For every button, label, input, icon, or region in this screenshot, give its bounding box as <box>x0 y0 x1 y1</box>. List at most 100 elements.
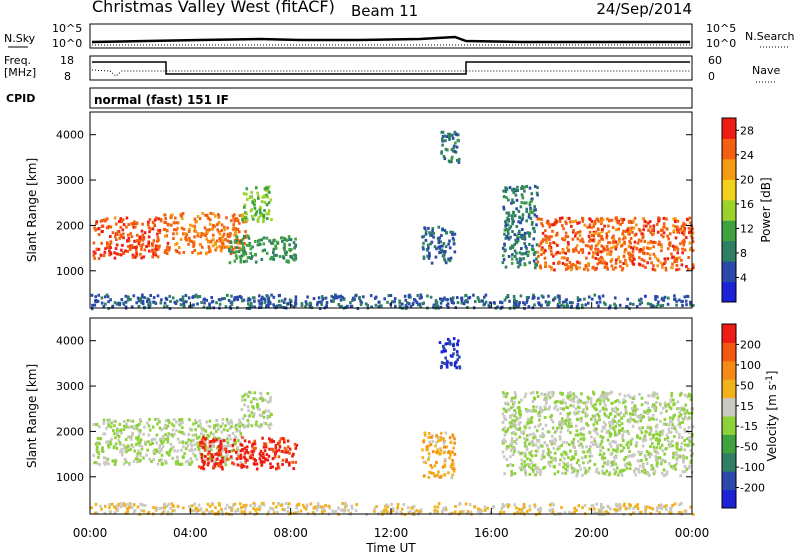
echo-cell <box>448 246 452 250</box>
echo-cell <box>573 394 576 398</box>
echo-cell <box>671 423 674 427</box>
echo-cell <box>523 424 527 428</box>
echo-cell <box>234 240 237 244</box>
echo-cell <box>422 257 426 260</box>
echo-cell <box>553 437 557 441</box>
echo-cell <box>683 439 686 442</box>
echo-cell <box>673 248 676 252</box>
echo-cell <box>132 225 135 229</box>
echo-cell <box>610 420 614 424</box>
y-tick-label: 1000 <box>56 265 84 278</box>
echo-cell <box>122 428 126 431</box>
echo-cell <box>151 227 155 231</box>
echo-cell <box>678 455 682 459</box>
echo-cell <box>649 225 652 229</box>
echo-cell <box>562 407 565 411</box>
echo-cell <box>259 305 263 309</box>
echo-cell <box>549 460 553 464</box>
echo-cell <box>569 391 572 395</box>
echo-cell <box>213 436 216 440</box>
echo-cell <box>667 427 671 431</box>
echo-cell <box>131 431 134 435</box>
echo-cell <box>122 223 126 227</box>
echo-cell <box>652 403 655 407</box>
echo-cell <box>119 450 122 454</box>
echo-cell <box>435 441 438 445</box>
echo-cell <box>445 231 448 235</box>
echo-cell <box>229 455 233 459</box>
echo-cell <box>609 391 612 395</box>
echo-cell <box>681 231 684 235</box>
echo-cell <box>172 418 176 421</box>
echo-cell <box>544 229 547 233</box>
echo-cell <box>664 268 668 272</box>
echo-cell <box>687 426 691 429</box>
echo-cell <box>549 246 553 249</box>
echo-cell <box>626 440 630 444</box>
echo-cell <box>539 304 543 308</box>
echo-cell <box>421 456 425 460</box>
echo-cell <box>581 217 585 221</box>
echo-cell <box>558 297 561 301</box>
echo-cell <box>452 238 456 242</box>
echo-cell <box>530 199 533 203</box>
echo-cell <box>540 222 543 225</box>
echo-cell <box>435 509 439 513</box>
echo-cell <box>283 238 287 242</box>
echo-cell <box>586 423 590 427</box>
echo-cell <box>244 460 247 464</box>
echo-cell <box>340 304 343 308</box>
echo-cell <box>597 228 600 231</box>
echo-cell <box>684 510 688 514</box>
echo-cell <box>564 251 567 255</box>
echo-cell <box>229 419 233 423</box>
echo-cell <box>181 299 184 302</box>
echo-cell <box>140 447 144 451</box>
echo-cell <box>269 466 272 470</box>
echo-cell <box>243 218 246 222</box>
echo-cell <box>123 424 126 428</box>
echo-cell <box>576 469 579 473</box>
echo-cell <box>675 263 679 267</box>
echo-cell <box>231 214 235 218</box>
echo-cell <box>280 504 283 508</box>
echo-cell <box>127 233 130 237</box>
echo-cell <box>244 457 247 461</box>
echo-cell <box>115 446 119 450</box>
echo-cell <box>205 228 209 232</box>
echo-cell <box>121 243 124 247</box>
echo-cell <box>370 305 373 309</box>
echo-cell <box>271 256 274 260</box>
echo-cell <box>227 444 230 448</box>
echo-cell <box>578 464 581 467</box>
echo-cell <box>572 400 576 404</box>
echo-cell <box>220 246 224 250</box>
echo-cell <box>246 197 249 201</box>
echo-cell <box>683 295 687 299</box>
echo-cell <box>269 462 272 466</box>
echo-cell <box>243 234 246 238</box>
echo-cell <box>163 460 167 464</box>
echo-cell <box>198 295 202 298</box>
echo-cell <box>544 407 547 411</box>
echo-cell <box>676 407 679 411</box>
echo-cell <box>285 250 288 254</box>
echo-cell <box>527 296 530 299</box>
echo-cell <box>533 397 537 401</box>
echo-cell <box>548 238 551 241</box>
echo-cell <box>647 406 650 410</box>
echo-cell <box>288 502 291 506</box>
echo-cell <box>127 223 130 227</box>
echo-cell <box>441 227 444 231</box>
echo-cell <box>228 434 232 437</box>
echo-cell <box>452 301 455 305</box>
echo-cell <box>189 223 192 227</box>
echo-cell <box>506 223 510 227</box>
power-panel-frame <box>89 111 693 309</box>
echo-cell <box>595 251 598 255</box>
echo-cell <box>179 237 183 241</box>
echo-cell <box>157 247 160 251</box>
echo-cell <box>587 301 590 305</box>
echo-cell <box>123 504 127 508</box>
echo-cell <box>196 232 200 235</box>
